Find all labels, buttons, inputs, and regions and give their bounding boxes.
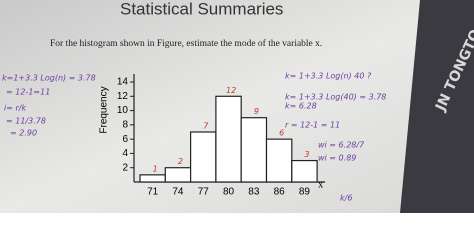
handwritten-note: = 12-1=11 <box>6 88 50 97</box>
x-tick-label: 86 <box>274 187 286 198</box>
x-tick-label: 83 <box>248 187 260 198</box>
handwritten-note: k/6 <box>340 194 352 203</box>
y-tick-label: 6 <box>122 134 128 145</box>
x-tick-label: 77 <box>198 187 210 198</box>
data-label: 2 <box>178 157 183 166</box>
data-label: 6 <box>279 129 284 138</box>
handwritten-note: k= 1+3.3 Log(n) 40 ? <box>285 72 372 81</box>
y-tick-label: 4 <box>122 148 128 159</box>
handwritten-note: k=1+3.3 Log(n) = 3.78 <box>2 74 96 83</box>
data-label: 1 <box>153 164 158 173</box>
x-tick-label: 89 <box>299 187 311 198</box>
x-tick-label: 80 <box>223 187 235 198</box>
bar <box>190 131 217 183</box>
photo: JN TONGTO Statistical Summaries For the … <box>0 0 474 213</box>
x-axis-title: x <box>318 179 323 190</box>
bar <box>240 117 268 183</box>
handwritten-note: k= 1+3.3 Log(40) = 3.78 <box>285 93 386 102</box>
y-tick-label: 10 <box>117 105 129 116</box>
handwritten-note: = 2.90 <box>10 129 37 138</box>
handwritten-note: wi = 0.89 <box>318 154 356 163</box>
y-tick-label: 12 <box>117 91 129 102</box>
data-label: 7 <box>203 122 209 131</box>
question: For the histogram shown in Figure, estim… <box>50 38 322 49</box>
x-tick-label: 74 <box>172 187 184 198</box>
handwritten-note: i= r/k <box>4 104 26 113</box>
handwritten-note: = 11/3.78 <box>6 117 46 126</box>
data-label: 9 <box>254 107 259 116</box>
bar <box>265 138 293 183</box>
fabric <box>400 0 474 213</box>
bar <box>139 174 166 183</box>
bar <box>291 159 318 183</box>
handwritten-note: r = 12-1 = 11 <box>285 121 340 130</box>
bar <box>215 95 242 183</box>
section-title: Statistical Summaries <box>120 0 283 18</box>
y-tick-label: 2 <box>122 162 128 173</box>
y-tick-label: 14 <box>117 77 129 88</box>
handwritten-note: wi = 6.28/7 <box>318 141 365 150</box>
data-label: 3 <box>304 150 309 159</box>
x-tick-label: 71 <box>147 187 159 198</box>
y-tick-label: 8 <box>122 119 128 130</box>
histogram: 2468101214Frequencyx17127477712809836863… <box>99 74 326 198</box>
handwritten-note: k= 6.28 <box>285 102 317 111</box>
data-label: 12 <box>226 86 236 95</box>
page: JN TONGTO Statistical Summaries For the … <box>0 0 474 213</box>
bar <box>164 167 192 183</box>
y-axis-title: Frequency <box>99 86 110 133</box>
